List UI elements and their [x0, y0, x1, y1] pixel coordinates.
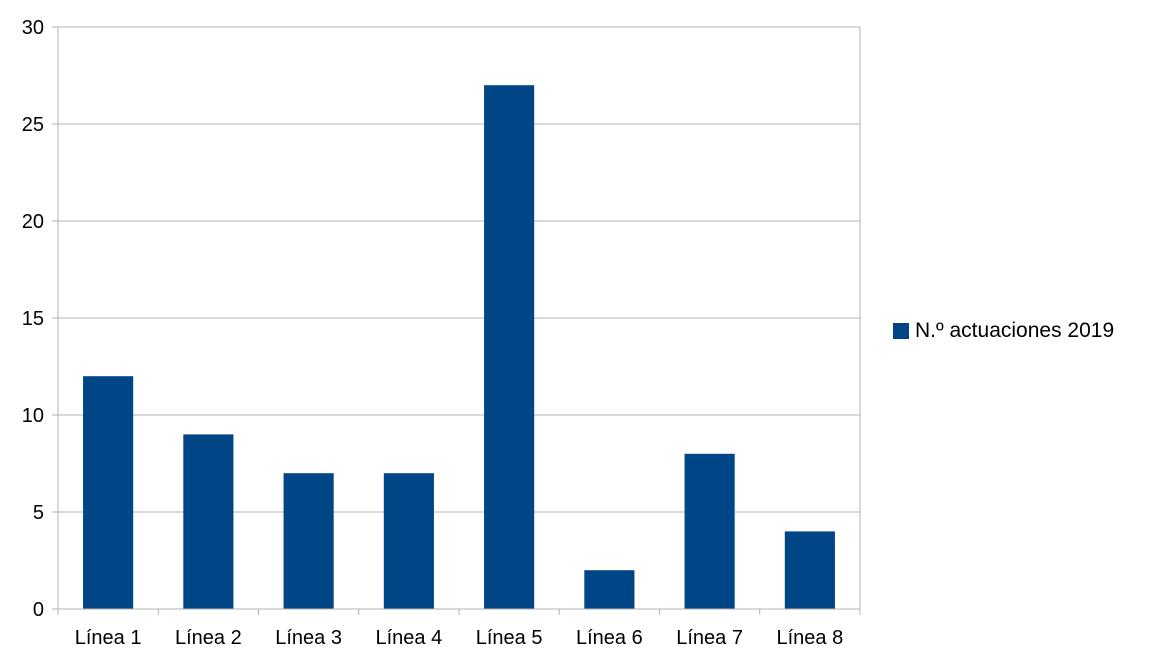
legend: N.º actuaciones 2019: [893, 319, 1114, 343]
bar: [484, 85, 535, 609]
x-tick-label: Línea 8: [777, 627, 844, 649]
bar: [383, 473, 434, 609]
x-tick-label: Línea 4: [376, 627, 443, 649]
y-tick-label: 5: [33, 502, 44, 524]
y-tick-label: 25: [22, 114, 44, 136]
y-tick-label: 30: [22, 17, 44, 39]
bars: [83, 85, 835, 609]
x-tick-label: Línea 3: [275, 627, 342, 649]
gridlines: [58, 26, 860, 513]
x-tick-label: Línea 2: [175, 627, 242, 649]
bar: [784, 531, 835, 609]
y-tick-label: 10: [22, 405, 44, 427]
axes: [52, 26, 861, 615]
bar: [283, 473, 334, 609]
bar: [183, 434, 234, 609]
x-tick-label: Línea 7: [676, 627, 743, 649]
y-tick-label: 15: [22, 308, 44, 330]
x-tick-label: Línea 6: [576, 627, 643, 649]
x-tick-label: Línea 1: [75, 627, 142, 649]
bar: [684, 453, 735, 609]
y-tick-label: 0: [33, 599, 44, 621]
bar: [584, 570, 635, 609]
x-tick-labels: Línea 1 Línea 2 Línea 3 Línea 4 Línea 5 Línea…: [75, 627, 843, 649]
legend-label: N.º actuaciones 2019: [915, 319, 1115, 342]
y-tick-labels: 0 5 10 15 20 25 30: [22, 17, 44, 621]
x-tick-label: Línea 5: [476, 627, 543, 649]
legend-swatch: [893, 323, 909, 339]
bar: [83, 376, 134, 609]
y-tick-label: 20: [22, 211, 44, 233]
